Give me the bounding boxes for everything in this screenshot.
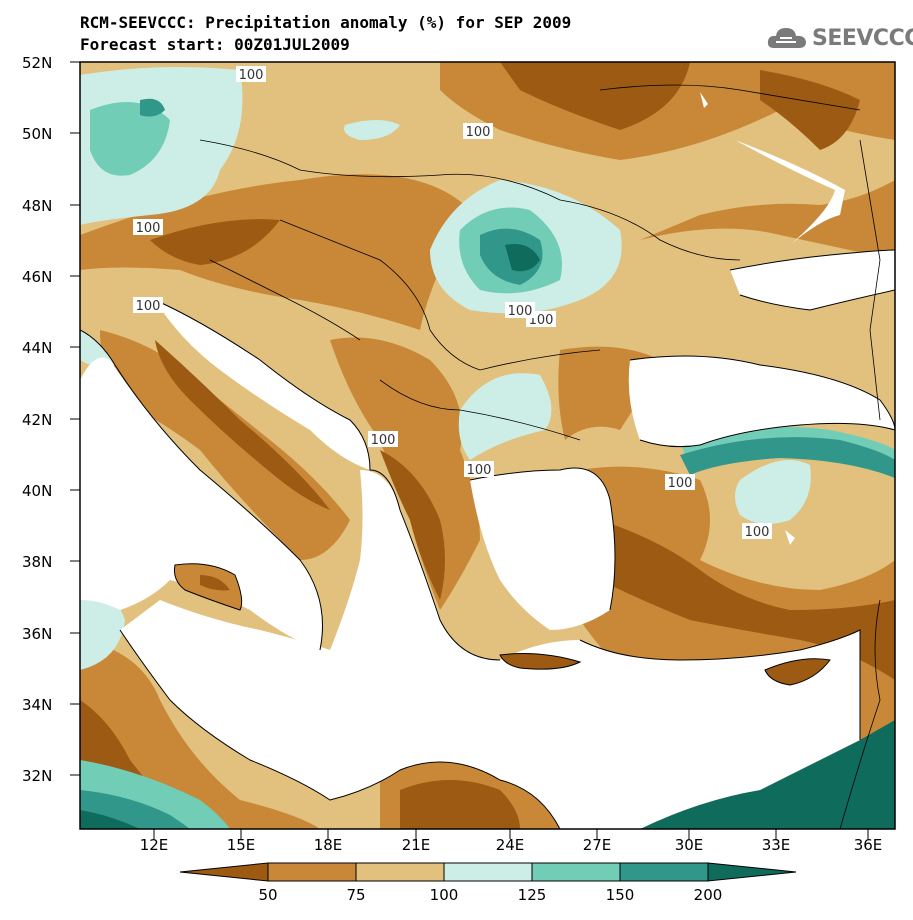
contour-label-bg (133, 297, 163, 313)
lat-label-38n: 38N (22, 553, 53, 571)
contour-label: 100 (136, 221, 161, 236)
contour-label-bg (464, 461, 494, 477)
lat-label-40n: 40N (22, 482, 53, 500)
map-frame (79, 61, 896, 830)
seevccc-logo: SEEVCCC (766, 24, 913, 52)
logo-text: SEEVCCC (812, 25, 913, 51)
contour-label-bg (133, 219, 163, 235)
colorbar-label-200: 200 (693, 886, 723, 904)
lon-label-27e: 27E (582, 836, 612, 854)
lon-label-36e: 36E (853, 836, 883, 854)
lat-label-46n: 46N (22, 268, 53, 286)
colorbar (179, 862, 797, 882)
lat-label-32n: 32N (22, 767, 53, 785)
lon-label-24e: 24E (495, 836, 525, 854)
axis-ticks (70, 61, 869, 839)
colorbar-label-75: 75 (346, 886, 366, 904)
map-title: RCM-SEEVCCC: Precipitation anomaly (%) f… (80, 13, 572, 32)
lon-label-18e: 18E (313, 836, 343, 854)
contour-label: 100 (136, 299, 161, 314)
lat-label-42n: 42N (22, 411, 53, 429)
lat-label-44n: 44N (22, 339, 53, 357)
lon-label-21e: 21E (401, 836, 431, 854)
coastlines (80, 84, 895, 829)
lon-label-15e: 15E (226, 836, 256, 854)
contour-label: 100 (508, 304, 533, 319)
contour-label-bg (505, 302, 535, 318)
contour-label-bg (463, 123, 493, 139)
cloud-icon (767, 28, 806, 48)
colorbar-label-100: 100 (429, 886, 459, 904)
contour-label: 100 (466, 125, 491, 140)
contour-label-bg (665, 474, 695, 490)
map-field (80, 62, 895, 829)
contour-label: 100 (467, 463, 492, 478)
lon-label-12e: 12E (139, 836, 169, 854)
colorbar-label-125: 125 (517, 886, 547, 904)
contour-label-bg (236, 66, 266, 82)
contour-label: 100 (668, 476, 693, 491)
contour-label: 100 (239, 68, 264, 83)
contour-label: 100 (745, 525, 770, 540)
lat-label-48n: 48N (22, 197, 53, 215)
colorbar-label-150: 150 (605, 886, 635, 904)
contour-label: 100 (371, 433, 396, 448)
lat-label-36n: 36N (22, 625, 53, 643)
contour-label-bg (742, 523, 772, 539)
lat-label-50n: 50N (22, 125, 53, 143)
map-subtitle: Forecast start: 00Z01JUL2009 (80, 35, 350, 54)
colorbar-label-50: 50 (258, 886, 278, 904)
lon-label-33e: 33E (761, 836, 791, 854)
lat-label-34n: 34N (22, 696, 53, 714)
lon-label-30e: 30E (674, 836, 704, 854)
contour-label-bg (368, 431, 398, 447)
lat-label-52n: 52N (22, 54, 53, 72)
